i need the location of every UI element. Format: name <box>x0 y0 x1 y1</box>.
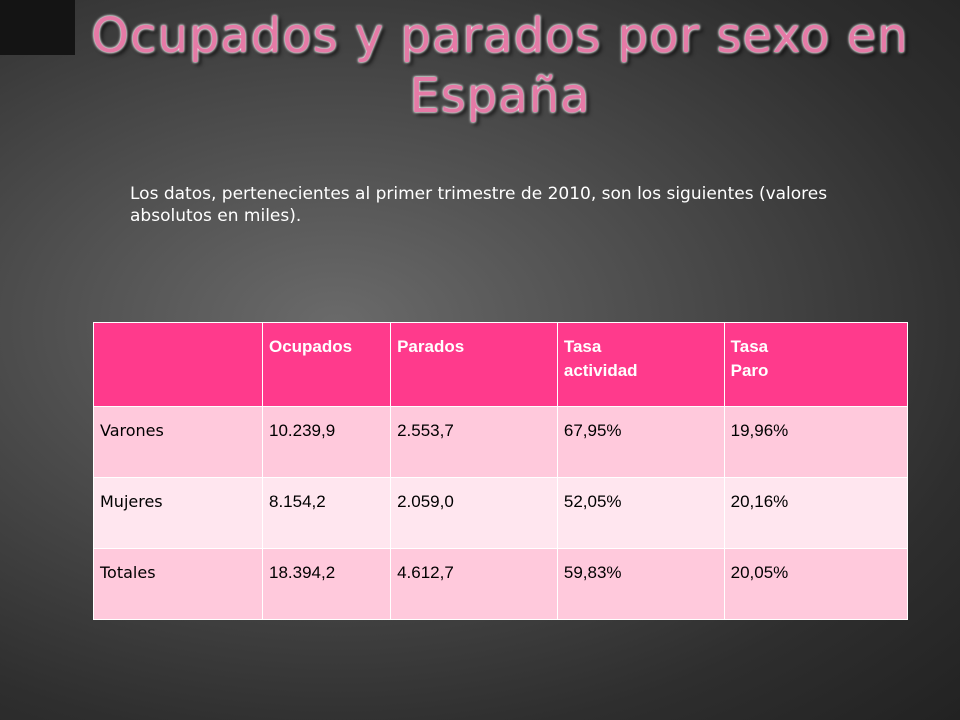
cell-parados: 2.059,0 <box>390 477 558 549</box>
header-cell-empty <box>93 322 263 407</box>
row-label: Mujeres <box>93 477 263 549</box>
cell-ocupados: 18.394,2 <box>261 548 392 620</box>
table-header-row: Ocupados Parados Tasa actividad Tasa Par… <box>93 322 909 407</box>
corner-decoration <box>0 0 75 55</box>
cell-tasa-actividad: 67,95% <box>556 406 725 478</box>
table-row-mujeres: Mujeres 8.154,2 2.059,0 52,05% 20,16% <box>93 477 909 549</box>
cell-parados: 2.553,7 <box>390 406 558 478</box>
intro-text: Los datos, pertenecientes al primer trim… <box>130 184 828 226</box>
cell-tasa-actividad: 59,83% <box>556 548 725 620</box>
data-table: Ocupados Parados Tasa actividad Tasa Par… <box>93 322 909 620</box>
cell-tasa-paro: 20,16% <box>723 477 909 549</box>
cell-tasa-actividad: 52,05% <box>556 477 725 549</box>
header-cell-tasa-paro: Tasa Paro <box>723 322 909 407</box>
table-row-totales: Totales 18.394,2 4.612,7 59,83% 20,05% <box>93 548 909 620</box>
cell-tasa-paro: 20,05% <box>723 548 909 620</box>
row-label: Totales <box>93 548 263 620</box>
row-label: Varones <box>93 406 263 478</box>
header-cell-parados: Parados <box>390 322 558 407</box>
header-cell-tasa-actividad: Tasa actividad <box>556 322 725 407</box>
cell-ocupados: 10.239,9 <box>261 406 392 478</box>
cell-tasa-paro: 19,96% <box>723 406 909 478</box>
cell-parados: 4.612,7 <box>390 548 558 620</box>
header-cell-ocupados: Ocupados <box>261 322 392 407</box>
cell-ocupados: 8.154,2 <box>261 477 392 549</box>
table-row-varones: Varones 10.239,9 2.553,7 67,95% 19,96% <box>93 406 909 478</box>
slide-title: Ocupados y parados por sexo en España <box>91 8 909 124</box>
